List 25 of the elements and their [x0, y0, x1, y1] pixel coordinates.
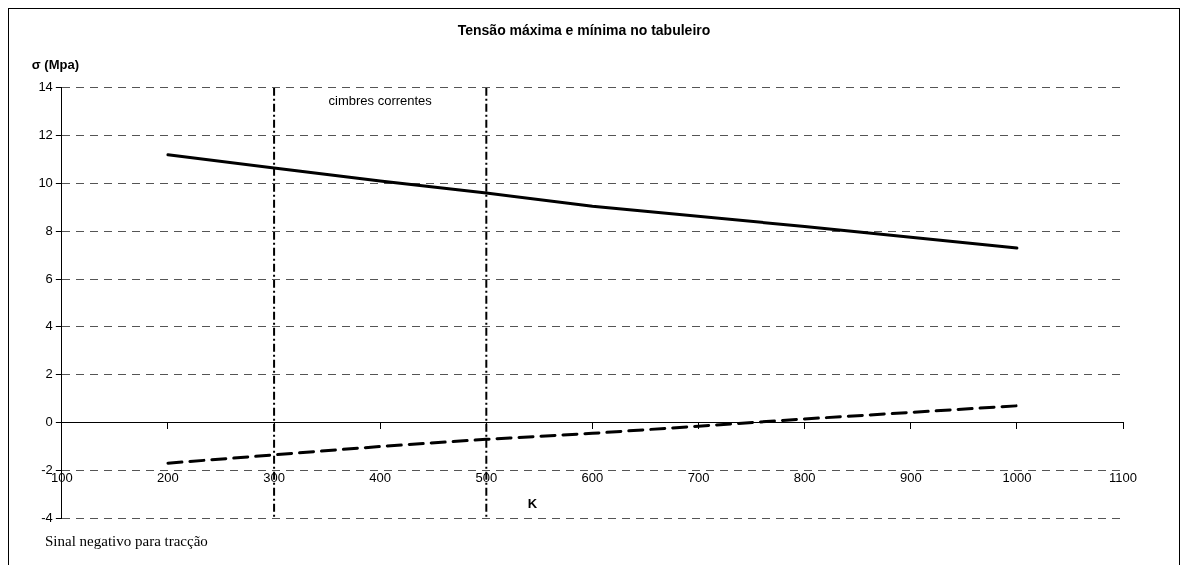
x-axis-title: K — [527, 495, 538, 511]
y-tick-label: 8 — [45, 222, 53, 238]
x-tick-label: 900 — [899, 469, 922, 485]
x-tick-label: 800 — [793, 469, 816, 485]
x-tick-label: 600 — [581, 469, 604, 485]
y-tick-label: 4 — [45, 318, 53, 334]
y-tick-label: 0 — [45, 414, 53, 430]
chart-title: Tensão máxima e mínima no tabuleiro — [457, 22, 711, 39]
y-tick-label: 10 — [38, 175, 53, 191]
y-tick-label: 2 — [45, 366, 53, 382]
x-tick-label: 200 — [157, 469, 179, 485]
text: Sinal negativo para tracção — [44, 532, 209, 550]
annotation: cimbres correntes — [328, 93, 433, 109]
y-tick-label: -4 — [41, 509, 53, 525]
x-tick-label: 300 — [263, 469, 285, 485]
y-tick-label: 6 — [45, 270, 53, 286]
x-tick-label: 500 — [475, 469, 498, 485]
y-axis-title: σ (Mpa) — [31, 57, 80, 73]
x-tick-label: 1100 — [1109, 469, 1138, 485]
y-tick-label: -2 — [41, 461, 53, 477]
x-tick-label: 1000 — [1002, 469, 1032, 485]
x-tick-label: 400 — [369, 469, 392, 485]
y-tick-label: 12 — [38, 127, 53, 143]
y-tick-label: 14 — [38, 79, 53, 95]
x-tick-label: 700 — [687, 469, 710, 485]
